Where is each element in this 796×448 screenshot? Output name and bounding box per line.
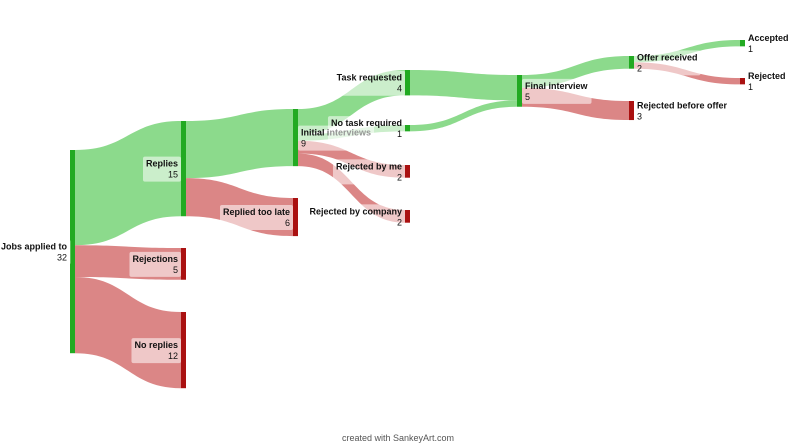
node-name-offer: Offer received — [637, 52, 698, 62]
node-name-rejected: Rejected — [748, 71, 786, 81]
node-name-rejco: Rejected by company — [309, 206, 402, 216]
node-bar-final — [517, 75, 522, 107]
label-box-final — [522, 78, 592, 104]
node-bar-toolate — [293, 198, 298, 237]
node-name-replies: Replies — [146, 159, 178, 169]
label-box-accepted — [745, 31, 792, 57]
flow-link-jobs-noreplies — [75, 277, 181, 389]
node-label-rejme: Rejected by me2 — [332, 159, 405, 185]
node-name-final: Final interview — [525, 81, 589, 91]
label-box-rejected — [745, 69, 789, 95]
credit-text: created with SankeyArt.com — [341, 433, 455, 443]
label-box-toolate — [219, 205, 293, 231]
label-box-replies — [142, 156, 181, 182]
node-name-jobs: Jobs applied to — [1, 242, 68, 252]
node-value-toolate: 6 — [285, 218, 290, 228]
label-box-task — [333, 70, 405, 96]
node-name-accepted: Accepted — [748, 33, 789, 43]
label-box-rejco — [306, 204, 405, 230]
label-box-rejections — [129, 251, 181, 277]
node-name-rejbefore: Rejected before offer — [637, 101, 728, 111]
flow-link-jobs-replies — [75, 121, 181, 246]
node-name-rejme: Rejected by me — [336, 161, 402, 171]
label-box-noreplies — [131, 338, 181, 364]
node-value-rejme: 2 — [397, 172, 402, 182]
node-bar-noreplies — [181, 312, 186, 389]
node-value-replies: 15 — [168, 170, 178, 180]
flow-link-notask-final — [410, 100, 517, 132]
node-value-task: 4 — [397, 84, 402, 94]
label-box-jobs — [0, 239, 71, 265]
flow-nodes — [70, 40, 745, 389]
node-bar-offer — [629, 56, 634, 69]
node-value-jobs: 32 — [57, 253, 67, 263]
label-box-rejme — [332, 159, 405, 185]
node-bar-notask — [405, 125, 410, 132]
node-value-rejbefore: 3 — [637, 112, 642, 122]
node-bar-task — [405, 70, 410, 96]
flow-link-task-final — [410, 70, 517, 101]
node-value-accepted: 1 — [748, 44, 753, 54]
node-bar-replies — [181, 121, 186, 217]
node-name-task: Task requested — [337, 73, 402, 83]
node-value-final: 5 — [525, 92, 530, 102]
node-value-offer: 2 — [637, 63, 642, 73]
node-bar-jobs — [70, 150, 75, 354]
node-value-rejco: 2 — [397, 217, 402, 227]
node-name-notask: No task required — [331, 118, 402, 128]
node-bar-rejected — [740, 78, 745, 85]
label-box-offer — [634, 50, 701, 76]
label-box-rejbefore — [634, 98, 731, 124]
node-bar-rejbefore — [629, 101, 634, 121]
node-value-initial: 9 — [301, 139, 306, 149]
flow-links — [75, 40, 740, 389]
node-name-toolate: Replied too late — [223, 207, 290, 217]
node-value-noreplies: 12 — [168, 351, 178, 361]
label-box-notask — [327, 116, 405, 142]
node-labels: Jobs applied to32Replies15Rejections5No … — [0, 31, 792, 364]
node-bar-rejections — [181, 248, 186, 280]
node-bar-rejco — [405, 210, 410, 223]
node-name-noreplies: No replies — [134, 340, 178, 350]
flow-link-replies-initial — [186, 109, 293, 179]
node-bar-rejme — [405, 165, 410, 178]
node-value-rejected: 1 — [748, 82, 753, 92]
node-bar-initial — [293, 109, 298, 167]
node-value-notask: 1 — [397, 129, 402, 139]
node-name-rejections: Rejections — [132, 254, 178, 264]
node-bar-accepted — [740, 40, 745, 47]
node-value-rejections: 5 — [173, 265, 178, 275]
